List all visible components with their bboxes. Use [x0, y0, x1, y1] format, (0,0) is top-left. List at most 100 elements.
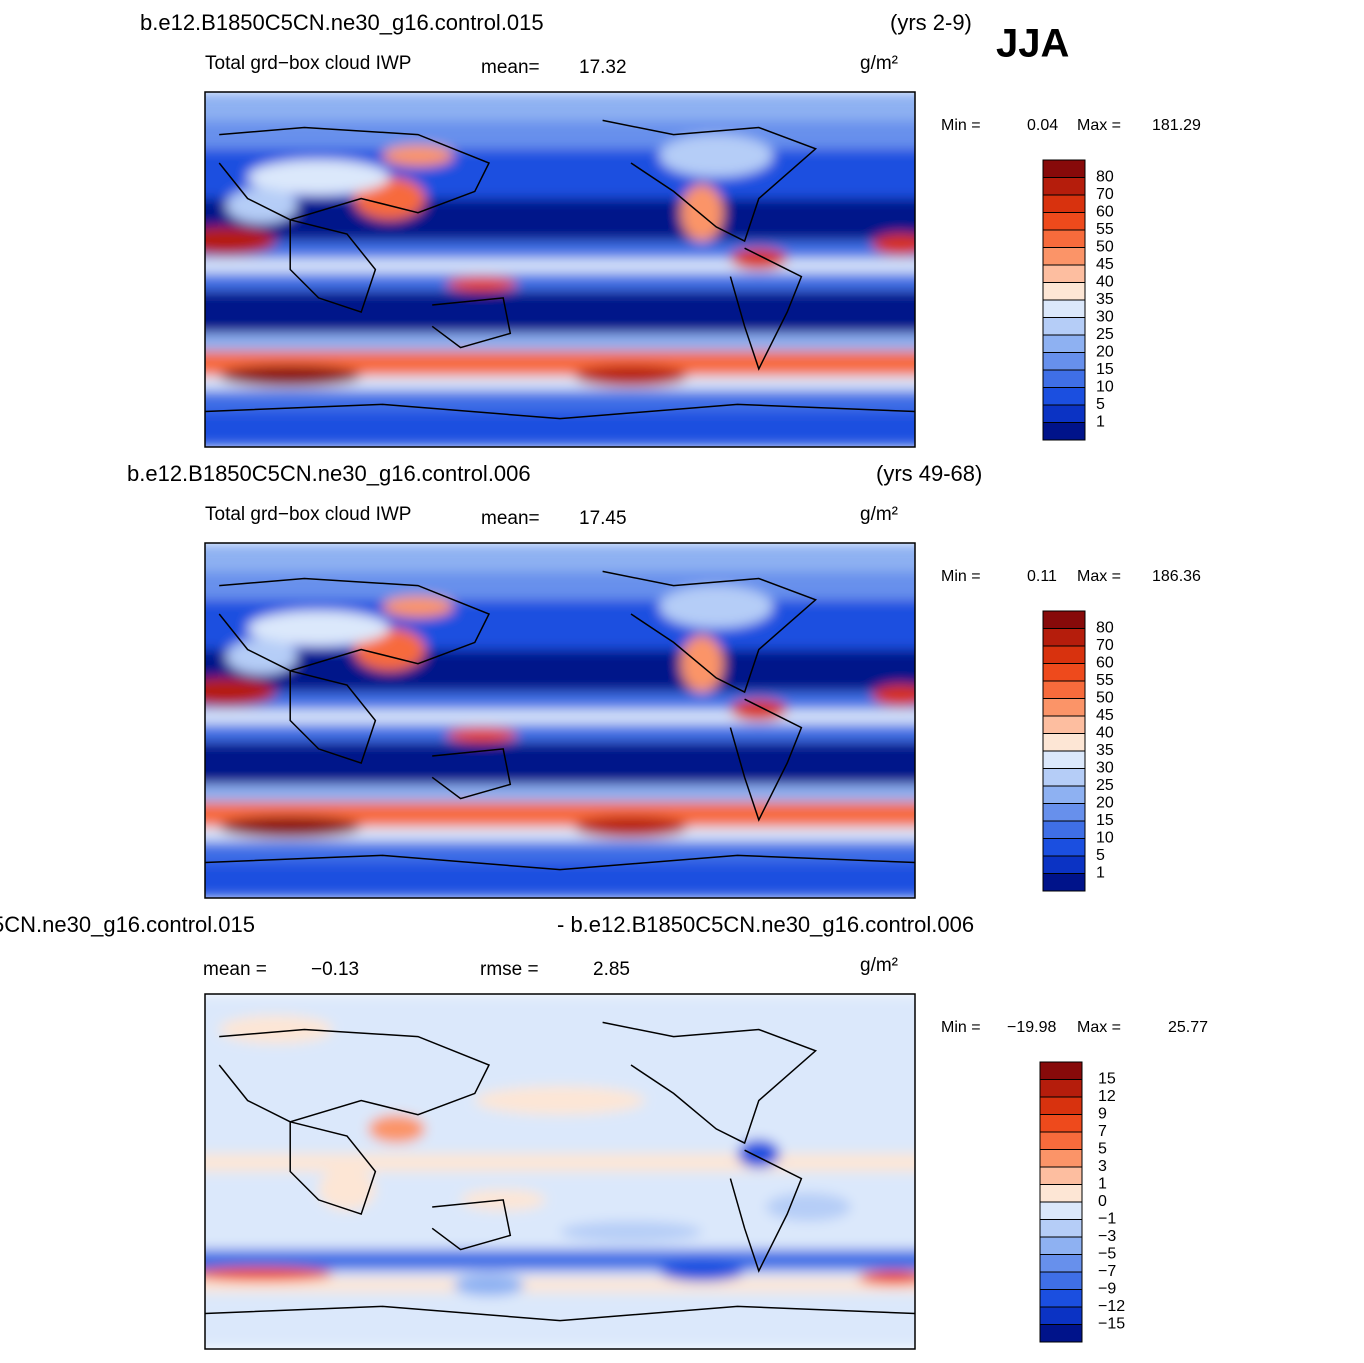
colorbar-box [1042, 299, 1086, 318]
colorbar-label: 35 [1096, 291, 1114, 308]
coastline [729, 1149, 803, 1273]
units: g/m² [860, 504, 898, 525]
colorbar-box [1039, 1166, 1083, 1185]
field-blob [219, 816, 362, 838]
colorbar-label: 10 [1096, 830, 1114, 847]
colorbar-box [1039, 1289, 1083, 1308]
colorbar-label: 45 [1096, 256, 1114, 273]
field-band [205, 784, 915, 803]
colorbar-label: 15 [1098, 1071, 1116, 1088]
years: (yrs 49-68) [876, 461, 982, 486]
max-label: Max = [1077, 1019, 1121, 1036]
max-label: Max = [1077, 568, 1121, 585]
colorbar-label: 7 [1098, 1123, 1107, 1140]
stat-label: mean= [481, 508, 540, 529]
colorbar-box [1039, 1306, 1083, 1325]
coastline [218, 1028, 491, 1123]
field-blob [205, 677, 276, 707]
coastline [602, 1021, 818, 1145]
field-blob [560, 1221, 702, 1243]
colorbar-label: −9 [1098, 1281, 1116, 1298]
min-value: 0.04 [1027, 117, 1058, 134]
coastline [205, 854, 915, 871]
colorbar-box [1042, 768, 1086, 787]
colorbar-box [1042, 680, 1086, 699]
colorbar-box [1039, 1096, 1083, 1115]
field-blob [219, 1015, 333, 1044]
field-band [205, 571, 915, 600]
colorbar-box [1042, 873, 1086, 892]
field [205, 92, 915, 447]
colorbar-label: 50 [1096, 690, 1114, 707]
coastline [289, 670, 377, 765]
stat-value: −0.13 [311, 959, 359, 980]
units: g/m² [860, 53, 898, 74]
min-label: Min = [941, 568, 981, 585]
colorbar-label: 1 [1096, 414, 1105, 431]
field-band [205, 376, 915, 391]
field-blob [659, 134, 773, 178]
min-value: −19.98 [1007, 1019, 1056, 1036]
colorbar-box [1039, 1184, 1083, 1203]
colorbar-box [1039, 1324, 1083, 1343]
field-blob [574, 365, 688, 387]
colorbar-box [1042, 282, 1086, 301]
field-band [205, 258, 915, 274]
map [205, 994, 915, 1349]
colorbar-label: 20 [1096, 344, 1114, 361]
coastline [205, 1305, 915, 1322]
map-frame [204, 542, 916, 899]
field-band [205, 543, 915, 572]
field-band [205, 390, 915, 412]
coastline [431, 1199, 512, 1251]
colorbar-box [1039, 1271, 1083, 1290]
map-frame [204, 993, 916, 1350]
colorbar-box [1042, 247, 1086, 266]
colorbar-label: 80 [1096, 169, 1114, 186]
stat-value: 17.45 [579, 508, 627, 529]
colorbar-label: 60 [1096, 655, 1114, 672]
field-blob [659, 1260, 745, 1282]
colorbar-label: 15 [1096, 812, 1114, 829]
stat-value: 17.32 [579, 57, 627, 78]
field-blob [680, 184, 724, 242]
field-band [205, 92, 915, 121]
colorbar-label: −5 [1098, 1246, 1116, 1263]
field-blob [205, 226, 276, 256]
field-name: Total grd−box cloud IWP [205, 53, 411, 74]
field [205, 994, 915, 1349]
field-band [205, 692, 915, 710]
field-blob [474, 1086, 646, 1115]
coastline [205, 403, 915, 420]
colorbar-box [1039, 1236, 1083, 1255]
colorbar-label: 5 [1096, 396, 1105, 413]
coastline [602, 570, 818, 694]
field-blob [872, 685, 915, 707]
field-blob [872, 234, 915, 256]
colorbar-box [1042, 264, 1086, 283]
field-blob [247, 610, 390, 646]
colorbar-box [1042, 177, 1086, 196]
field-blob [680, 635, 724, 693]
colorbar-label: 15 [1096, 361, 1114, 378]
map [205, 543, 915, 898]
colorbar-label: 55 [1096, 221, 1114, 238]
colorbar-box [1039, 1114, 1083, 1133]
colorbar-label: 10 [1096, 379, 1114, 396]
season: JJA [996, 22, 1069, 66]
map [205, 92, 915, 447]
years: (yrs 2-9) [890, 10, 972, 35]
colorbar-box [1042, 838, 1086, 857]
colorbar-label: −12 [1098, 1298, 1125, 1315]
colorbar-label: 3 [1098, 1158, 1107, 1175]
min-label: Min = [941, 117, 981, 134]
min-value: 0.11 [1027, 568, 1057, 585]
coastline [431, 297, 512, 349]
field-blob [446, 276, 518, 291]
min-label: Min = [941, 1019, 981, 1036]
panel-title: b.e12.B1850C5CN.ne30_g16.control.006 [127, 461, 531, 486]
field-blob [737, 1139, 781, 1168]
colorbar-box [1042, 715, 1086, 734]
colorbar-label: 55 [1096, 672, 1114, 689]
colorbar-box [1039, 1201, 1083, 1220]
